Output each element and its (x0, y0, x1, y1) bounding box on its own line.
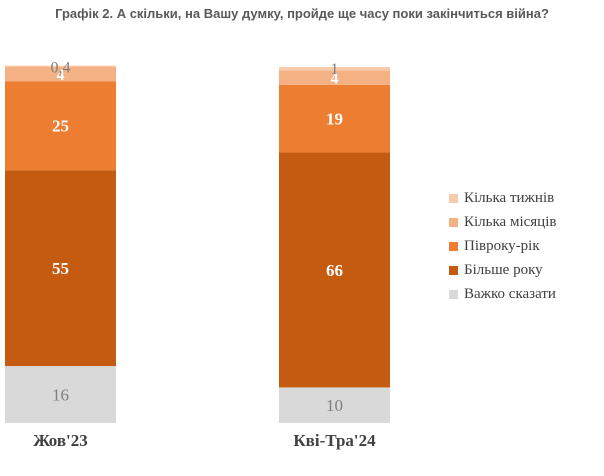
legend-swatch (449, 289, 458, 299)
bar-stack-1: 16 55 25 40,4 (5, 60, 116, 423)
chart-legend: Кілька тижнів Кілька місяців Півроку-рік Бі… (449, 186, 556, 306)
legend-label: Кілька місяців (464, 213, 557, 230)
legend-label: Більше року (464, 261, 543, 278)
data-label: 4 (331, 71, 339, 88)
legend-swatch (449, 193, 458, 203)
data-label: 55 (52, 259, 69, 278)
legend-item: Півроку-рік (449, 234, 556, 258)
legend-item: Кілька місяців (449, 210, 556, 234)
chart-title: Графік 2. А скільки, на Вашу думку, прой… (55, 6, 549, 21)
data-label: 19 (326, 110, 343, 129)
data-label: 66 (326, 261, 343, 280)
bar-segment (5, 81, 116, 171)
data-label: 10 (326, 396, 343, 415)
legend-item: Важко сказати (449, 282, 556, 306)
category-label: Кві-Тра'24 (293, 431, 376, 450)
legend-label: Важко сказати (464, 285, 556, 302)
bar-segment (5, 170, 116, 367)
data-label: 16 (52, 386, 69, 405)
legend-label: Півроку-рік (464, 237, 540, 254)
legend-swatch (449, 241, 458, 251)
legend-swatch (449, 217, 458, 227)
bar-segment (279, 70, 390, 85)
data-label: 4 (57, 67, 65, 84)
legend-swatch (449, 265, 458, 275)
data-label: 0,4 (51, 60, 71, 77)
bar-segment (279, 84, 390, 153)
category-label: Жов'23 (33, 431, 88, 450)
legend-item: Кілька тижнів (449, 186, 556, 210)
data-label: 25 (52, 117, 69, 136)
bar-stack-2: 10 66 19 41 (279, 61, 390, 423)
data-label: 1 (331, 61, 339, 78)
legend-item: Більше року (449, 258, 556, 282)
bar-segment (279, 387, 390, 423)
bar-segment (5, 67, 116, 82)
bar-segment (279, 67, 390, 71)
bar-segment (279, 152, 390, 388)
bar-segment (5, 65, 116, 67)
bar-segment (5, 366, 116, 423)
legend-label: Кілька тижнів (464, 189, 555, 206)
